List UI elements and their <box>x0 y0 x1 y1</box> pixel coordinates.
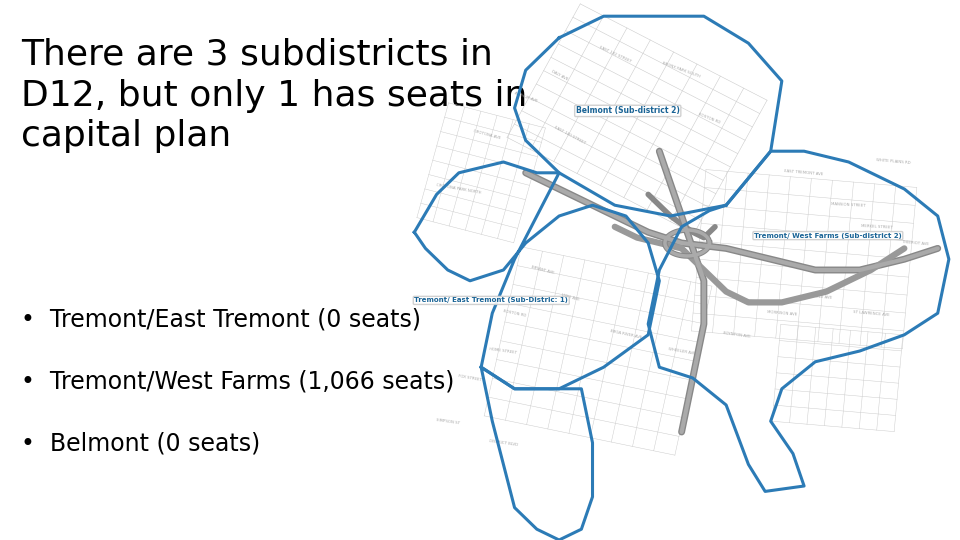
Text: CROTONA PARK NORTH: CROTONA PARK NORTH <box>436 183 482 195</box>
Text: MANSION STREET: MANSION STREET <box>831 202 866 208</box>
Text: BRYANT AVE: BRYANT AVE <box>531 265 554 275</box>
Text: THIERIOT AVE: THIERIOT AVE <box>901 240 929 246</box>
Text: DALY AVE: DALY AVE <box>550 70 568 82</box>
Text: CROTONA AVE: CROTONA AVE <box>472 130 501 140</box>
Text: HOME STREET: HOME STREET <box>490 347 517 355</box>
Text: VYSE AVE: VYSE AVE <box>561 293 580 301</box>
Text: BOSTON RD: BOSTON RD <box>698 112 721 125</box>
Text: Tremont/ East Tremont (Sub-Distric: 1): Tremont/ East Tremont (Sub-Distric: 1) <box>415 298 568 303</box>
Text: EAST 180 STREET: EAST 180 STREET <box>554 125 587 145</box>
Text: Tremont/ West Farms (Sub-district 2): Tremont/ West Farms (Sub-district 2) <box>754 233 901 239</box>
Text: •  Belmont (0 seats): • Belmont (0 seats) <box>21 432 260 456</box>
Text: MERKEL STREET: MERKEL STREET <box>860 224 893 230</box>
Text: MORRISON AVE: MORRISON AVE <box>767 310 797 316</box>
Text: DISTRICT BLVD: DISTRICT BLVD <box>489 439 518 447</box>
Text: Belmont (Sub-district 2): Belmont (Sub-district 2) <box>576 106 680 116</box>
Text: FOX STREET: FOX STREET <box>458 374 482 382</box>
Text: WHITE PLAINS RD: WHITE PLAINS RD <box>876 159 911 165</box>
Text: EAST 182 STREET: EAST 182 STREET <box>598 45 632 63</box>
Text: NOBLE AVE: NOBLE AVE <box>809 294 832 300</box>
Text: WHEELER AVE: WHEELER AVE <box>667 347 696 355</box>
Text: BOSTON RD: BOSTON RD <box>503 309 526 318</box>
Text: EAST TREMONT AVE: EAST TREMONT AVE <box>784 169 824 177</box>
Text: •  Tremont/East Tremont (0 seats): • Tremont/East Tremont (0 seats) <box>21 308 421 332</box>
Text: SIMPSON ST: SIMPSON ST <box>436 417 460 425</box>
Text: •  Tremont/West Farms (1,066 seats): • Tremont/West Farms (1,066 seats) <box>21 370 454 394</box>
Text: BROA RIVER AVE: BROA RIVER AVE <box>610 329 642 340</box>
Text: BRONX PARK SOUTH: BRONX PARK SOUTH <box>662 62 701 79</box>
Text: BOYNTON AVE: BOYNTON AVE <box>723 331 752 339</box>
Text: ARTHUR AVE: ARTHUR AVE <box>514 91 538 103</box>
Text: ST LAWRENCE AVE: ST LAWRENCE AVE <box>852 309 889 317</box>
Text: There are 3 subdistricts in
D12, but only 1 has seats in
capital plan: There are 3 subdistricts in D12, but onl… <box>21 38 527 153</box>
